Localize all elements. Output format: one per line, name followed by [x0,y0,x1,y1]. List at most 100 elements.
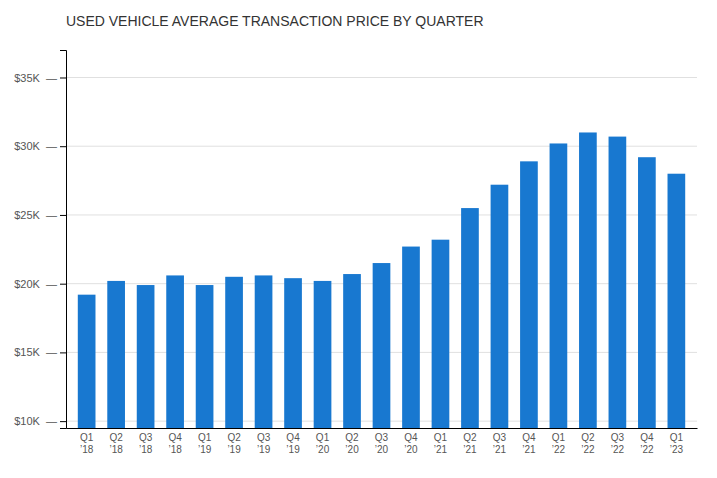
x-tick-label-line: Q4 [286,432,300,443]
bar [402,247,420,428]
x-tick-label-line: Q4 [522,432,536,443]
x-tick-label-line: ’21 [522,444,536,455]
x-tick-label-line: Q1 [552,432,566,443]
x-tick-label-line: Q1 [80,432,94,443]
title: USED VEHICLE AVERAGE TRANSACTION PRICE B… [66,13,484,29]
y-tick-mark [60,146,66,147]
bar [609,137,627,428]
x-tick: Q4’18 [168,432,182,455]
x-tick-label-line: Q3 [493,432,507,443]
y-tick: $35K — [14,72,66,84]
x-tick-label: Q4’20 [404,432,418,455]
x-tick-label-line: ’19 [257,444,271,455]
x-tick: Q2’19 [227,432,241,455]
bar [491,185,509,428]
bar [255,275,273,428]
bars [78,132,685,428]
x-tick: Q2’18 [109,432,123,455]
x-tick-label: Q3’18 [139,432,153,455]
x-tick-label-line: ’22 [611,444,625,455]
x-tick-label-line: Q3 [139,432,153,443]
x-tick: Q4’22 [640,432,654,455]
x-tick-label: Q4’19 [286,432,300,455]
x-tick: Q1’21 [434,432,448,455]
y-tick-label: $15K — [14,346,57,358]
x-tick-label-line: ’21 [434,444,448,455]
bar [78,295,96,428]
bar [137,285,155,428]
x-tick-label-line: Q3 [611,432,625,443]
x-tick-label: Q4’21 [522,432,536,455]
x-tick-label: Q2’20 [345,432,359,455]
x-tick-label-line: Q3 [375,432,389,443]
y-tick-label: $25K — [14,209,57,221]
bar [638,157,656,428]
x-tick-label-line: Q1 [198,432,212,443]
y-tick: $30K — [14,140,66,152]
y-tick: $25K — [14,209,66,221]
y-axis-line [60,51,67,429]
x-axis-line [67,428,698,429]
x-tick-label-line: ’18 [80,444,94,455]
x-tick-label-line: ’23 [670,444,684,455]
x-tick-label: Q2’21 [463,432,477,455]
y-tick-label: $10K — [14,415,57,427]
x-tick-label: Q3’21 [493,432,507,455]
x-tick: Q4’19 [286,432,300,455]
bar [373,263,391,428]
x-tick-label-line: Q4 [640,432,654,443]
x-tick-label-line: ’20 [375,444,389,455]
x-tick-label-line: Q1 [316,432,330,443]
x-tick-label-line: Q4 [404,432,418,443]
x-tick: Q4’21 [522,432,536,455]
x-tick-label-line: ’18 [139,444,153,455]
x-tick-label-line: Q1 [434,432,448,443]
y-tick: $10K — [14,415,66,427]
x-tick-label-line: Q2 [227,432,241,443]
x-tick-label-line: ’20 [316,444,330,455]
x-tick-label-line: ’19 [198,444,212,455]
x-tick: Q3’20 [375,432,389,455]
x-tick: Q1’18 [80,432,94,455]
x-tick: Q2’22 [581,432,595,455]
x-tick-label-line: ’22 [581,444,595,455]
x-tick-label-line: Q2 [345,432,359,443]
x-tick-label-line: Q2 [463,432,477,443]
x-tick-label: Q2’19 [227,432,241,455]
x-tick: Q1’20 [316,432,330,455]
y-tick: $20K — [14,278,66,290]
grid-line [66,214,697,215]
x-tick-label-line: Q2 [109,432,123,443]
x-tick: Q1’23 [670,432,684,455]
bar [107,281,125,428]
x-tick-label-line: ’21 [493,444,507,455]
x-tick-label-line: Q4 [168,432,182,443]
x-tick-label-line: ’22 [552,444,566,455]
bar [314,281,332,428]
bar [196,285,214,428]
x-tick-label: Q3’20 [375,432,389,455]
x-tick-label: Q1’21 [434,432,448,455]
x-tick-label: Q4’18 [168,432,182,455]
y-tick-mark [60,215,66,216]
y-tick-label: $30K — [14,140,57,152]
x-tick-label: Q1’19 [198,432,212,455]
x-tick-label-line: Q1 [670,432,684,443]
x-tick-label-line: ’18 [109,444,123,455]
x-tick-label: Q2’18 [109,432,123,455]
x-tick-label: Q4’22 [640,432,654,455]
x-tick-label-line: Q2 [581,432,595,443]
x-tick: Q3’18 [139,432,153,455]
y-tick-mark [60,352,66,353]
bar [668,174,686,428]
bar [520,161,538,428]
bar [461,208,479,428]
x-tick: Q3’22 [611,432,625,455]
bar [579,132,597,428]
bar [432,240,450,428]
bar [284,278,302,428]
x-tick-label-line: ’20 [345,444,359,455]
y-tick: $15K — [14,346,66,358]
x-tick-label: Q1’23 [670,432,684,455]
bar [343,274,361,428]
